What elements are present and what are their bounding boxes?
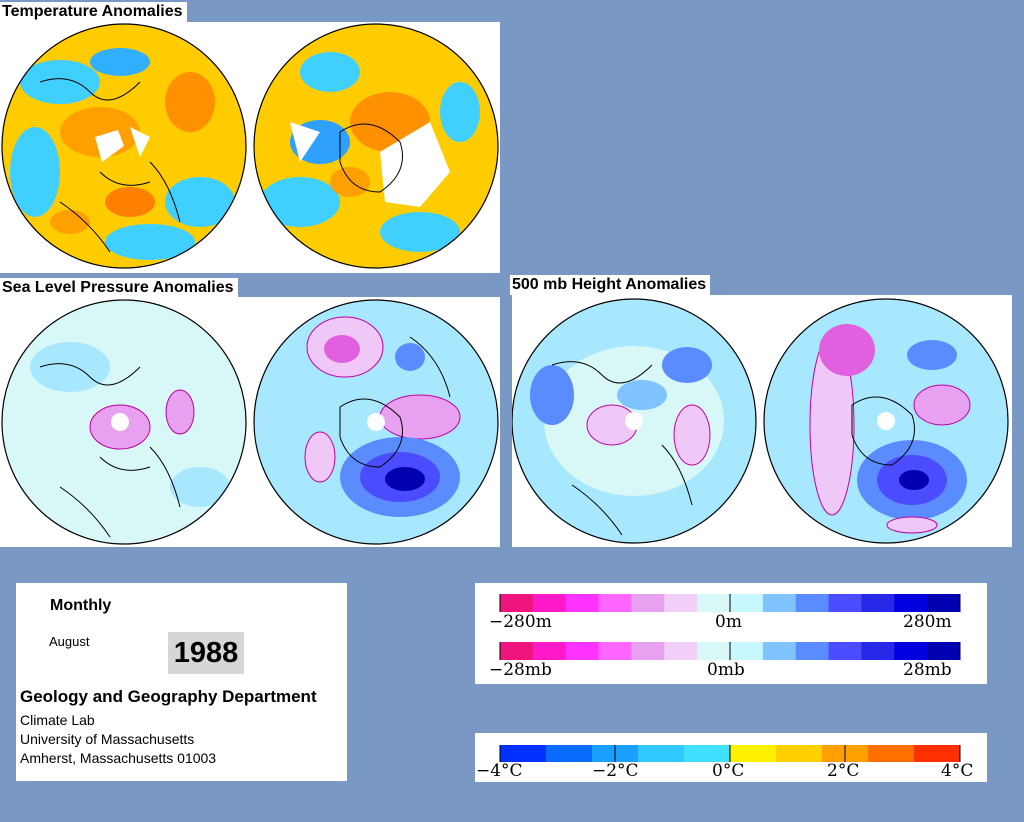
height-bar-swatch — [532, 594, 567, 612]
pressure-color-bar — [499, 642, 961, 660]
address-line: Amherst, Massachusetts 01003 — [20, 750, 217, 766]
pressure-bar-swatch — [762, 642, 797, 660]
pressure-bar-swatch — [894, 642, 928, 660]
height-bar-swatch — [664, 594, 698, 612]
temp-minus2-label: −2°C — [592, 761, 639, 781]
pressure-bar-swatch — [664, 642, 698, 660]
height-color-bar — [499, 594, 961, 612]
pressure-bar-swatch — [532, 642, 567, 660]
height-anomalies-title: 500 mb Height Anomalies — [510, 275, 711, 295]
height-bar-swatch — [697, 594, 731, 612]
height-max-label: 280m — [903, 612, 952, 632]
height-bar-swatch — [500, 594, 534, 612]
height-bar-swatch — [894, 594, 928, 612]
slp-map-panel — [0, 297, 500, 547]
pressure-bar-swatch — [795, 642, 830, 660]
height-bar-swatch — [598, 594, 632, 612]
year-label: 1988 — [168, 632, 244, 674]
pressure-max-label: 28mb — [903, 660, 952, 680]
temp-minus4-label: −4°C — [476, 761, 523, 781]
university-name: University of Massachusetts — [20, 731, 195, 747]
pressure-bar-swatch — [730, 642, 764, 660]
slp-map-svg — [1, 299, 499, 545]
pressure-min-label: −28mb — [489, 660, 552, 680]
height-min-label: −280m — [489, 612, 552, 632]
temperature-southern-hemisphere-globe — [254, 24, 498, 268]
height-bar-swatch — [828, 594, 862, 612]
slp-anomalies-title: Sea Level Pressure Anomalies — [0, 278, 238, 298]
temperature-anomalies-title: Temperature Anomalies — [0, 2, 187, 22]
height-southern-hemisphere-globe — [764, 299, 1008, 543]
info-box: Monthly August 1988 Geology and Geograph… — [16, 583, 347, 781]
temperature-bar-swatch — [776, 745, 823, 762]
height-bar-swatch — [861, 594, 895, 612]
temperature-bar-swatch — [546, 745, 593, 762]
temperature-bar-swatch — [730, 745, 777, 762]
temperature-bar-swatch — [684, 745, 731, 762]
height-bar-swatch — [565, 594, 600, 612]
temperature-map-svg — [1, 23, 499, 269]
month-label: August — [49, 634, 90, 649]
height-bar-swatch — [762, 594, 797, 612]
pressure-bar-swatch — [927, 642, 961, 660]
pressure-bar-swatch — [631, 642, 665, 660]
height-zero-label: 0m — [715, 612, 742, 632]
pressure-bar-swatch — [861, 642, 895, 660]
pressure-height-legend: −280m 0m 280m −28mb 0mb 28mb — [475, 583, 987, 684]
temperature-bar-swatch — [638, 745, 685, 762]
temperature-legend-svg — [499, 745, 961, 762]
temp-zero-label: 0°C — [712, 761, 745, 781]
pressure-bar-swatch — [565, 642, 600, 660]
temperature-northern-hemisphere-globe — [2, 24, 246, 268]
pressure-zero-label: 0mb — [707, 660, 745, 680]
temperature-bar-swatch — [868, 745, 915, 762]
pressure-bar-swatch — [500, 642, 534, 660]
pressure-bar-swatch — [828, 642, 862, 660]
height-map-panel — [512, 295, 1012, 547]
height-bar-swatch — [631, 594, 665, 612]
temperature-bar-swatch — [500, 745, 547, 762]
lab-name: Climate Lab — [20, 712, 95, 728]
period-label: Monthly — [50, 597, 112, 614]
temperature-legend: −4°C −2°C 0°C 2°C 4°C — [475, 733, 987, 782]
temp-plus4-label: 4°C — [941, 761, 974, 781]
height-map-svg — [512, 298, 1009, 544]
temperature-color-bar — [499, 745, 961, 762]
pressure-bar-swatch — [598, 642, 632, 660]
pressure-bar-swatch — [697, 642, 731, 660]
temperature-map-panel — [0, 22, 500, 273]
slp-southern-hemisphere-globe — [254, 300, 498, 544]
height-bar-swatch — [927, 594, 961, 612]
height-northern-hemisphere-globe — [512, 299, 756, 543]
department-name: Geology and Geography Department — [20, 687, 317, 706]
height-bar-swatch — [795, 594, 830, 612]
temp-plus2-label: 2°C — [827, 761, 860, 781]
temperature-bar-swatch — [914, 745, 961, 762]
slp-northern-hemisphere-globe — [2, 300, 246, 544]
pressure-height-legend-svg — [499, 594, 961, 660]
height-bar-swatch — [730, 594, 764, 612]
